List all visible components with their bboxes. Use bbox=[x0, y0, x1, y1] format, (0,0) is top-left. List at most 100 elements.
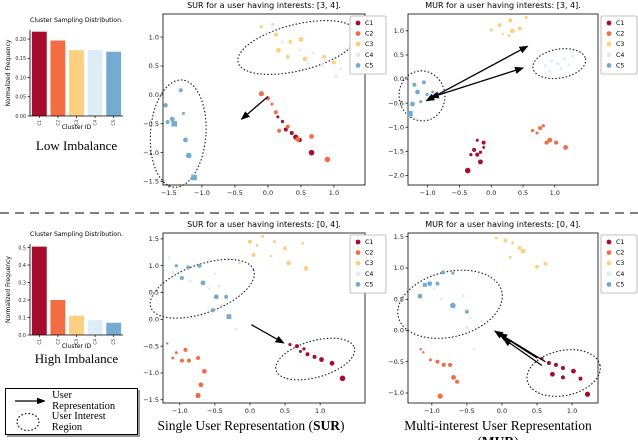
bar-C4 bbox=[87, 320, 103, 335]
series-C4 bbox=[543, 54, 575, 73]
user-representation-arrow bbox=[425, 45, 529, 102]
scatter-point bbox=[550, 371, 555, 377]
scatter-point bbox=[171, 120, 178, 127]
scatter-point bbox=[560, 375, 565, 380]
scatter-point bbox=[559, 66, 563, 70]
scatter-point bbox=[334, 74, 338, 79]
user-interest-region-ellipse bbox=[237, 20, 359, 76]
scatter-point bbox=[306, 61, 309, 65]
scatter-point bbox=[562, 56, 567, 61]
y-tick-label: 0.0 bbox=[149, 316, 159, 324]
x-tick-label: C5 bbox=[111, 339, 116, 345]
series-C1 bbox=[540, 357, 591, 397]
caption-acronym: MUR bbox=[482, 434, 514, 440]
scatter-point bbox=[319, 357, 324, 362]
legend-label: C5 bbox=[365, 62, 373, 69]
scatter-point bbox=[425, 92, 429, 97]
legend-label: C3 bbox=[365, 260, 373, 267]
plot-legend: C1 C2 C3 C4 C5 bbox=[600, 234, 638, 294]
plot-legend: C1 C2 C3 C4 C5 bbox=[600, 15, 638, 75]
scatter-point bbox=[166, 342, 169, 345]
legend-swatch-C5 bbox=[355, 63, 361, 68]
y-tick-label: 0.0 bbox=[394, 75, 404, 83]
scatter-point bbox=[273, 240, 277, 244]
scatter-point bbox=[200, 280, 206, 286]
legend-label: C1 bbox=[616, 20, 624, 27]
y-tick-label: 0.0 bbox=[18, 333, 26, 339]
scatter-point bbox=[571, 54, 575, 58]
axes-box bbox=[407, 232, 599, 404]
y-tick-label: −1.0 bbox=[143, 369, 159, 377]
y-tick-label: 1.0 bbox=[394, 27, 404, 35]
x-axis-label: Cluster ID bbox=[62, 124, 92, 131]
x-tick-label: 1.0 bbox=[329, 189, 339, 197]
user-interest-region-ellipse bbox=[275, 337, 356, 381]
series-C2 bbox=[258, 91, 331, 163]
user-interest-region-ellipse bbox=[149, 79, 207, 188]
scatter-point bbox=[535, 131, 539, 135]
x-tick-label: −1.0 bbox=[420, 189, 436, 197]
scatter-point bbox=[475, 152, 480, 157]
y-tick-label: −2.0 bbox=[388, 172, 404, 180]
scatter-point bbox=[428, 358, 432, 362]
scatter-point bbox=[437, 393, 443, 399]
scatter-point bbox=[264, 31, 268, 34]
scatter-point bbox=[226, 314, 232, 320]
scatter-point bbox=[183, 347, 188, 352]
series-C2 bbox=[166, 342, 207, 399]
scatter-point bbox=[308, 149, 315, 156]
legend-swatch-C4 bbox=[606, 52, 612, 58]
scatter-point bbox=[407, 110, 413, 117]
user-representation-arrow bbox=[240, 96, 269, 120]
scatter-point bbox=[238, 261, 241, 265]
scatter-point bbox=[179, 358, 184, 363]
scatter-point bbox=[510, 241, 514, 245]
x-tick-label: C2 bbox=[55, 120, 60, 126]
scatter-point bbox=[494, 236, 498, 240]
scatter-point bbox=[273, 32, 278, 37]
scatter-point bbox=[475, 138, 479, 142]
legend-swatch-C4 bbox=[606, 271, 612, 277]
y-tick-label: 0.00 bbox=[15, 114, 26, 120]
scatter-point bbox=[301, 241, 305, 245]
scatter-point bbox=[280, 119, 285, 124]
scatter-point bbox=[281, 40, 284, 44]
bar-C5 bbox=[106, 322, 122, 335]
caption-acronym: SUR bbox=[313, 418, 341, 433]
scatter-point bbox=[508, 18, 513, 23]
scatter-point bbox=[439, 297, 443, 301]
series-C1 bbox=[276, 115, 315, 156]
scatter-point bbox=[258, 91, 264, 97]
chart-title: SUR for a user having interests: [3, 4]. bbox=[187, 1, 341, 10]
scatter-point bbox=[251, 252, 256, 257]
y-tick-label: 0.0 bbox=[394, 327, 404, 335]
scatter-point bbox=[503, 238, 508, 243]
scatter-point bbox=[312, 354, 317, 359]
bar-C3 bbox=[69, 50, 84, 116]
scatter-point bbox=[481, 140, 486, 145]
scatter-point bbox=[530, 128, 535, 133]
x-tick-label: −1.5 bbox=[161, 189, 177, 197]
y-tick-label: 1.0 bbox=[149, 262, 159, 270]
chart-title: MUR for a user having interests: [0, 4]. bbox=[425, 220, 581, 229]
scatter-point bbox=[171, 356, 175, 360]
scatter-point bbox=[198, 382, 204, 388]
y-tick-label: 0.15 bbox=[15, 56, 26, 62]
caption-text: High Imbalance bbox=[34, 351, 119, 366]
user-representation-arrow bbox=[493, 330, 538, 359]
caption-text: Low Imbalance bbox=[35, 138, 118, 153]
legend-label: C3 bbox=[616, 260, 624, 267]
scatter-point bbox=[276, 115, 280, 119]
bar-C3 bbox=[69, 315, 84, 335]
y-tick-label: 0.05 bbox=[15, 95, 26, 101]
y-tick-label: −0.5 bbox=[143, 120, 159, 128]
key-label-user-representation: User Representation bbox=[52, 390, 116, 413]
x-axis-label: Cluster ID bbox=[62, 343, 92, 350]
scatter-point bbox=[207, 287, 211, 291]
mur-34-chart: MUR for a user having interests: [3, 4].… bbox=[388, 1, 638, 197]
legend-label: C1 bbox=[616, 239, 624, 246]
legend-swatch-C5 bbox=[606, 63, 612, 68]
scatter-point bbox=[435, 281, 440, 286]
scatter-point bbox=[432, 287, 436, 291]
y-tick-label: −1.5 bbox=[388, 147, 404, 155]
